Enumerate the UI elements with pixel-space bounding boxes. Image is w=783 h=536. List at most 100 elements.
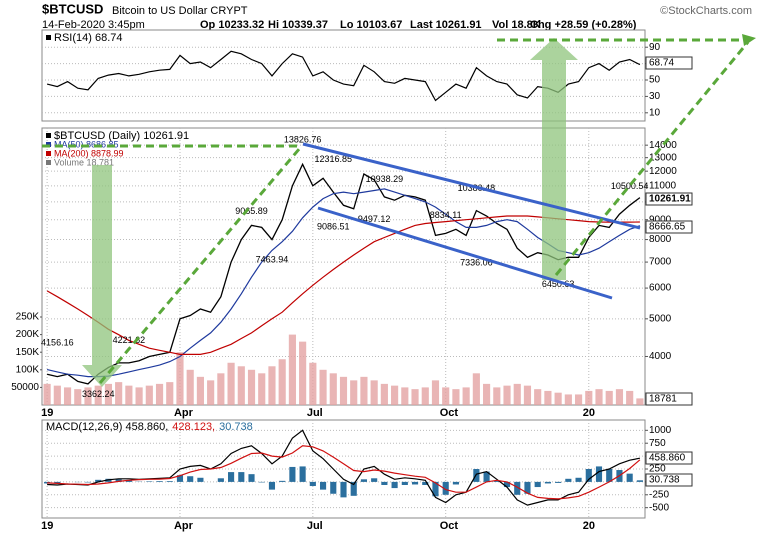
value-label: 18781 xyxy=(649,394,677,405)
y-tick-label: 90 xyxy=(649,42,661,53)
value-box xyxy=(645,451,693,465)
legend-swatch xyxy=(46,160,51,165)
x-tick-label: Apr xyxy=(174,407,194,419)
histogram-bar xyxy=(514,481,521,495)
price-label: 10938.29 xyxy=(366,174,404,184)
annotations xyxy=(42,34,756,387)
volume-bar xyxy=(370,380,378,405)
histogram-bar xyxy=(555,481,562,483)
histogram-bar xyxy=(565,478,572,482)
volume-bar xyxy=(534,389,542,405)
volume-bar xyxy=(391,385,399,405)
volume-bar xyxy=(380,383,388,405)
y-tick-label: 10 xyxy=(649,107,661,118)
histogram-bar xyxy=(217,478,224,482)
series-line xyxy=(46,188,641,378)
volume-bar xyxy=(615,389,624,405)
price-label: 9086.51 xyxy=(317,221,350,231)
histogram-bar xyxy=(432,481,439,497)
source: ©StockCharts.com xyxy=(660,5,752,17)
histogram-bar xyxy=(299,466,306,482)
price-label: 9497.12 xyxy=(358,214,391,224)
price-label: 12316.85 xyxy=(315,154,353,164)
histogram-bar xyxy=(626,473,633,482)
legend-swatch xyxy=(46,133,51,138)
volume-bar xyxy=(43,383,51,405)
volume-bar xyxy=(217,373,225,405)
histogram-bar xyxy=(146,481,153,482)
value-box xyxy=(645,392,693,406)
volume-bar xyxy=(84,387,92,405)
last: Last 10261.91 xyxy=(410,19,482,31)
y-tick-label: 8000 xyxy=(649,234,672,245)
volume: Vol 18.8K xyxy=(492,19,541,31)
value-label: 458.860 xyxy=(649,453,686,464)
price-label: 8834.11 xyxy=(430,210,462,220)
volume-tick-label: 250K xyxy=(16,312,40,323)
volume-bar xyxy=(585,390,593,405)
value-box xyxy=(645,220,693,234)
volume-bar xyxy=(319,369,327,405)
x-tick-label: Jul xyxy=(307,520,323,532)
histogram-bar xyxy=(391,481,398,489)
y-tick-label: 12000 xyxy=(649,166,677,177)
value-label: 68.74 xyxy=(649,58,674,69)
volume-bar xyxy=(462,387,470,405)
volume-bar xyxy=(247,369,256,405)
volume-bar xyxy=(125,385,133,405)
y-tick-label: 5000 xyxy=(649,313,672,324)
volume-bar xyxy=(196,376,204,405)
price-label: 13826.76 xyxy=(284,135,322,145)
volume-tick-label: 100K xyxy=(16,364,40,375)
volume-bar xyxy=(350,380,358,405)
open: Op 10233.32 xyxy=(200,19,264,31)
volume-tick-label: 150K xyxy=(16,347,40,358)
volume-bar xyxy=(207,380,215,405)
histogram-bar xyxy=(228,472,235,482)
volume-bar xyxy=(155,383,164,405)
volume-bar xyxy=(115,382,123,405)
y-tick-label: 14000 xyxy=(649,140,677,151)
y-tick-label: 30 xyxy=(649,91,661,102)
histogram-bar xyxy=(95,479,102,482)
y-tick-label: 13000 xyxy=(649,152,677,163)
histogram-bar xyxy=(258,481,265,483)
y-tick-label: 250 xyxy=(649,464,666,475)
value-label: 30.738 xyxy=(649,475,680,486)
histogram-bar xyxy=(575,477,582,482)
histogram-bar xyxy=(606,469,613,482)
histogram-bar xyxy=(452,481,459,485)
volume-bar xyxy=(299,341,307,405)
volume-bar xyxy=(452,389,460,405)
histogram-bar xyxy=(493,480,500,482)
channel-lower xyxy=(317,206,613,300)
legend-entry: MA(50) 8686.85 xyxy=(54,139,119,149)
histogram-bar xyxy=(248,474,255,482)
histogram-bar xyxy=(350,481,357,496)
histogram-bar xyxy=(371,478,378,482)
volume-bar xyxy=(288,334,296,405)
histogram-bar xyxy=(595,466,603,482)
histogram-bar xyxy=(330,481,337,494)
histogram-bar xyxy=(524,481,531,494)
series-line xyxy=(46,50,641,102)
histogram-bar xyxy=(197,477,204,482)
volume-bar xyxy=(411,389,419,405)
histogram-bar xyxy=(483,471,490,482)
legend-swatch xyxy=(46,151,51,156)
trend-dash xyxy=(98,147,302,384)
series-line xyxy=(47,445,641,500)
volume-bar xyxy=(258,373,266,405)
x-tick-label: 19 xyxy=(41,520,53,532)
histogram-bar xyxy=(279,480,286,482)
histogram-bar xyxy=(442,481,449,495)
legend-entry: Volume 18,781 xyxy=(54,157,114,167)
legend-entry: $BTCUSD (Daily) 10261.91 xyxy=(54,130,189,142)
volume-bar xyxy=(186,369,194,405)
volume-tick-label: 50000 xyxy=(11,382,39,393)
value-box xyxy=(645,473,693,487)
y-tick-label: 9000 xyxy=(649,214,672,225)
trend-dash xyxy=(554,41,750,276)
price-label: 10500.54 xyxy=(611,181,649,191)
histogram-bar xyxy=(125,480,132,482)
